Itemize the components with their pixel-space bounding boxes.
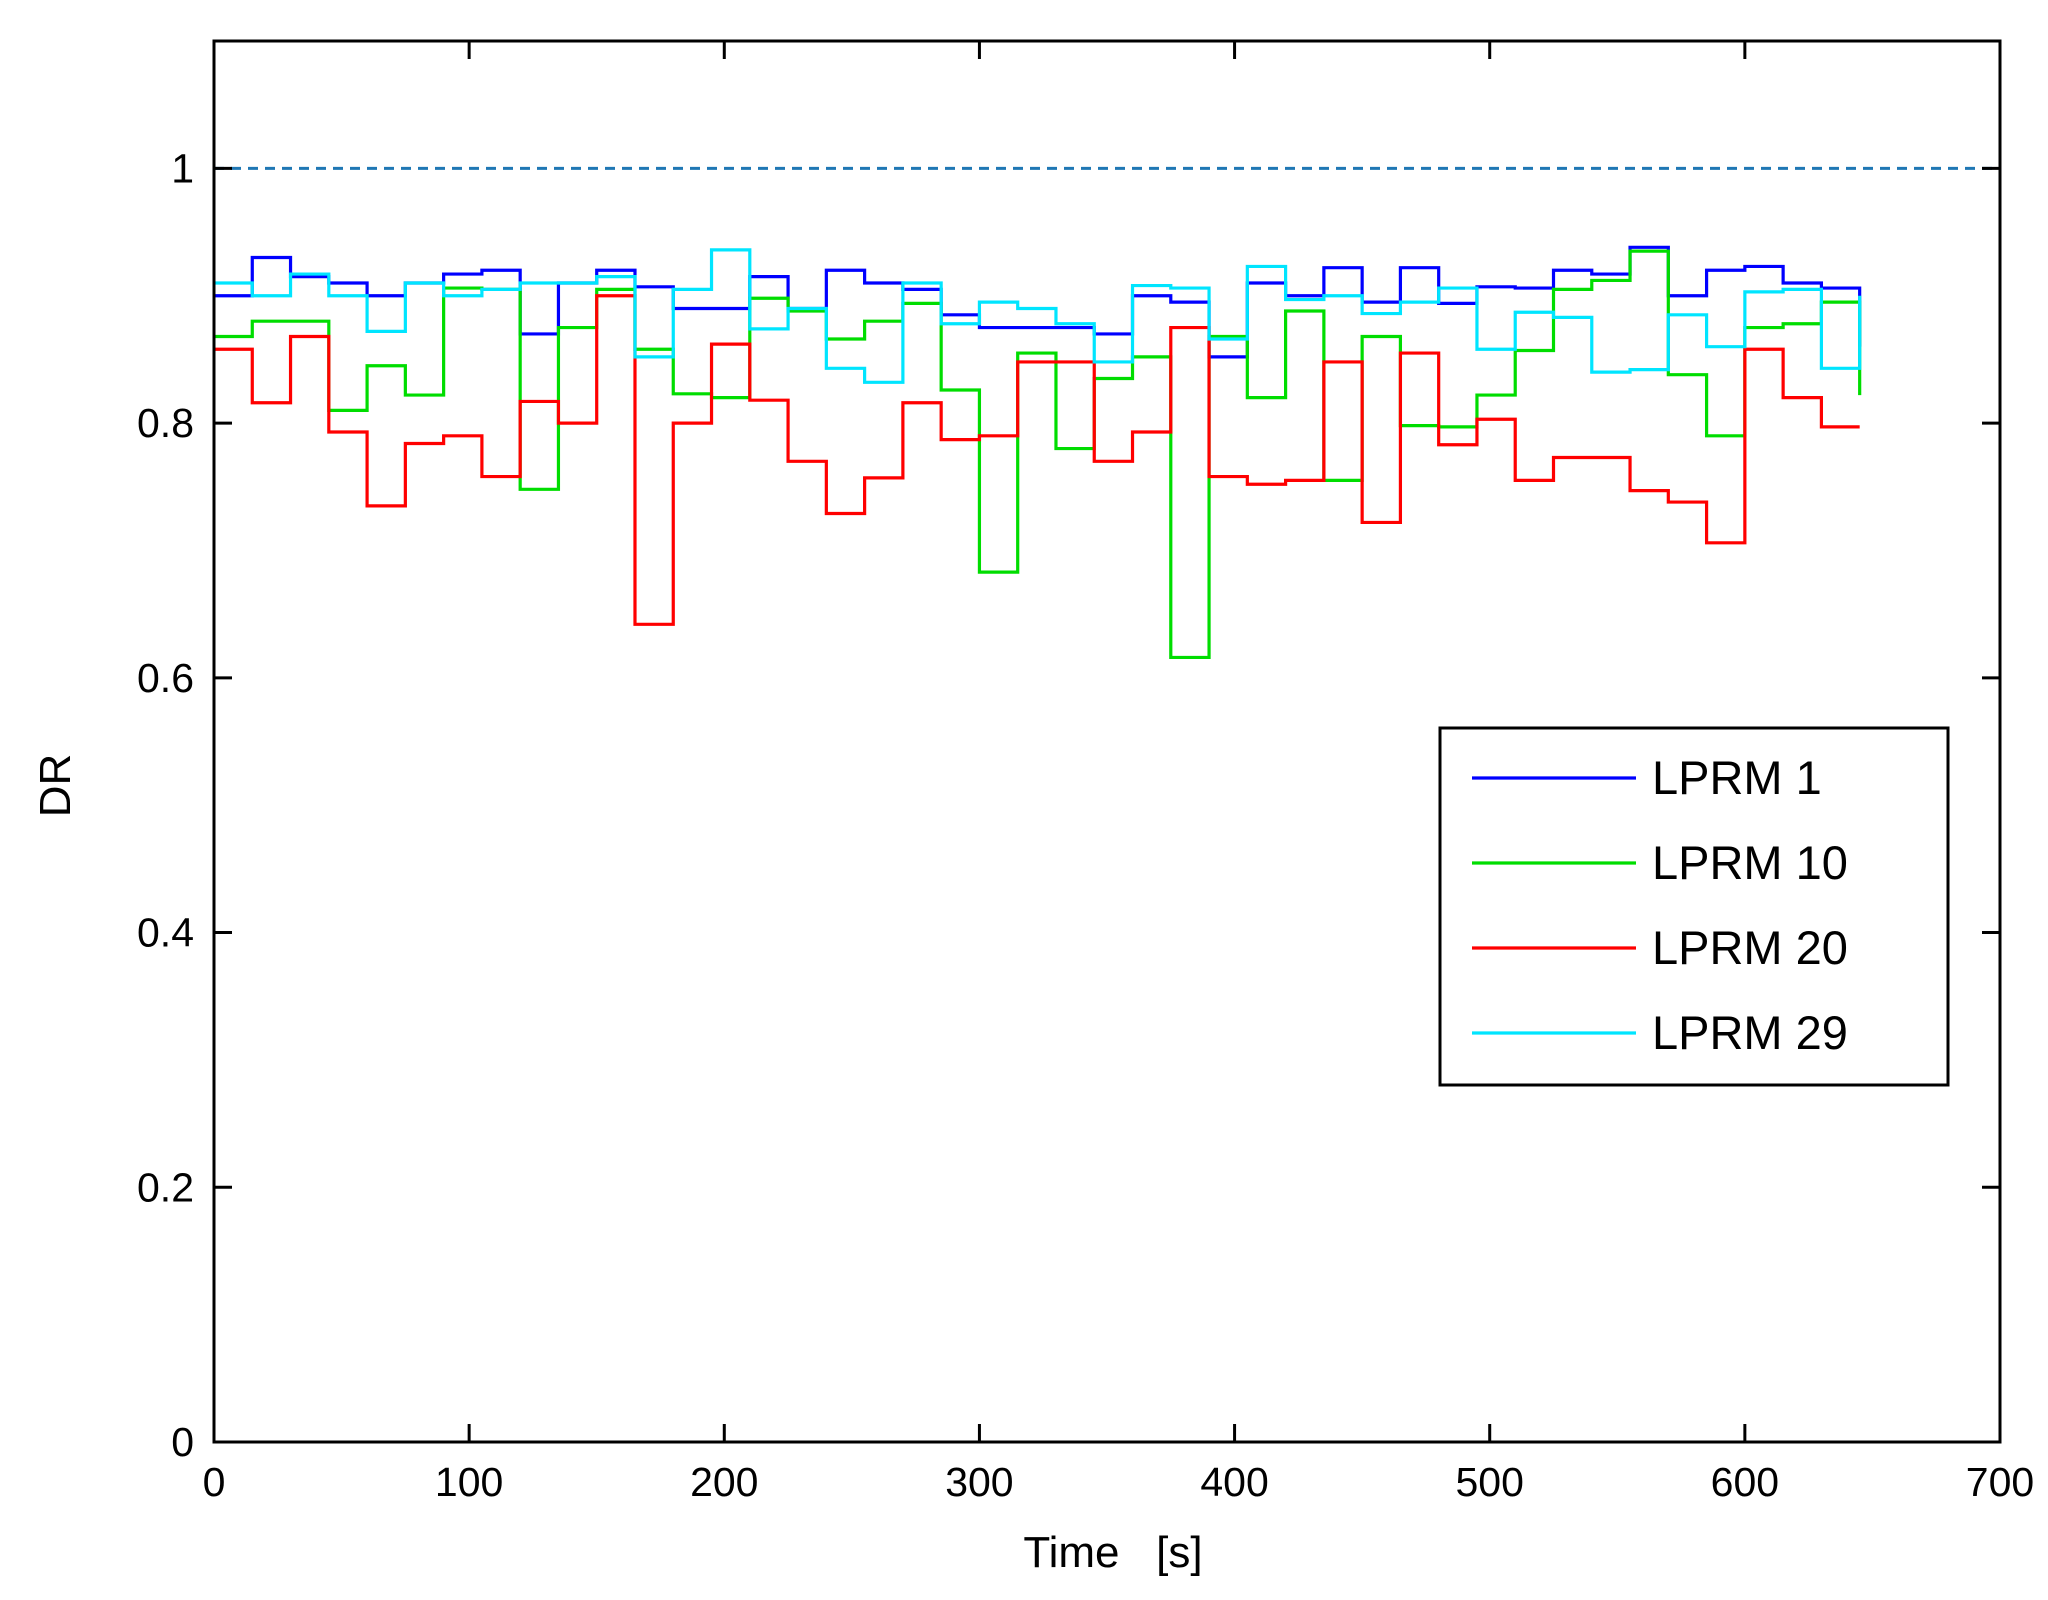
tick-layer: 0 100 200 300 400 500 600 700 0 0.2 0.4 0.6 0.8 1: [137, 41, 2034, 1505]
series-line-lprm-10: [214, 249, 1862, 660]
series-line-lprm-29: [214, 248, 1862, 384]
y-tick-label: 1: [171, 145, 194, 191]
x-tick-label: 200: [690, 1459, 758, 1505]
legend-label-lprm-20: LPRM 20: [1652, 921, 1848, 974]
x-tick-label: 700: [1966, 1459, 2034, 1505]
y-tick-label: 0.8: [137, 400, 194, 446]
legend-box: [1438, 726, 1950, 1087]
y-tick-label: 0.2: [137, 1164, 194, 1210]
legend-label-lprm-29: LPRM 29: [1652, 1006, 1848, 1059]
x-axis-title: Time [s]: [1023, 1528, 1202, 1577]
y-tick-label: 0: [171, 1419, 194, 1465]
plot-frame: [212, 39, 2002, 1444]
x-tick-label: 300: [945, 1459, 1013, 1505]
y-tick-label: 0.4: [137, 910, 194, 956]
x-tick-label: 100: [435, 1459, 503, 1505]
plot-layer: [214, 166, 2000, 660]
x-tick-label: 500: [1456, 1459, 1524, 1505]
x-tick-label: 0: [203, 1459, 226, 1505]
y-tick-label: 0.6: [137, 655, 194, 701]
legend-label-lprm-1: LPRM 1: [1652, 751, 1822, 804]
legend: LPRM 1 LPRM 10 LPRM 20 LPRM 29: [1438, 726, 1950, 1087]
x-tick-label: 400: [1200, 1459, 1268, 1505]
legend-label-lprm-10: LPRM 10: [1652, 836, 1848, 889]
x-tick-label: 600: [1711, 1459, 1779, 1505]
series-line-lprm-1: [214, 245, 1862, 359]
y-axis-title: DR: [31, 754, 80, 818]
series-line-lprm-20: [214, 294, 1860, 626]
